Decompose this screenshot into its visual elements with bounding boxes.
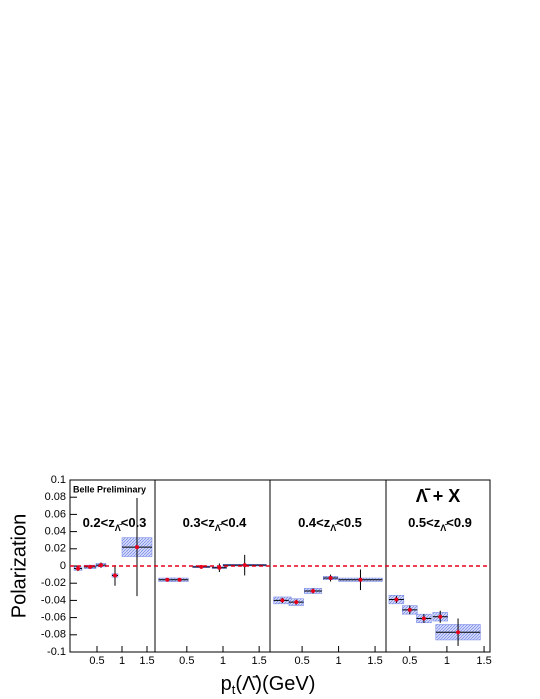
y-tick-label: -0.04 bbox=[41, 594, 66, 606]
x-tick-label: 0.5 bbox=[179, 655, 194, 667]
x-axis-title: pt(Λ̄)(GeV) bbox=[221, 673, 316, 697]
data-point bbox=[177, 577, 182, 582]
y-tick-label: 0.1 bbox=[51, 474, 66, 486]
data-point bbox=[328, 576, 333, 581]
panel-label-part: Λ̄ bbox=[115, 523, 123, 533]
x-tick-label: 0.5 bbox=[402, 655, 417, 667]
panel-label: 0.5<zΛ̄<0.9 bbox=[408, 515, 472, 533]
data-point bbox=[421, 616, 426, 621]
panel-label-part: Λ̄ bbox=[440, 523, 448, 533]
data-point bbox=[394, 597, 399, 602]
x-tick-label: 1.5 bbox=[139, 655, 154, 667]
data-point bbox=[311, 588, 316, 593]
x-tick-label: 0.5 bbox=[89, 655, 104, 667]
data-point bbox=[165, 577, 170, 582]
y-tick-label: 0.04 bbox=[45, 526, 66, 538]
y-axis-title: Polarization bbox=[8, 514, 30, 619]
panel-label-part: <0.5 bbox=[336, 515, 362, 530]
panel-label-part: <0.4 bbox=[221, 515, 247, 530]
x-tick-label: 1 bbox=[336, 655, 342, 667]
panel-label-part: 0.5<z bbox=[408, 515, 441, 530]
data-point bbox=[113, 573, 117, 578]
panel-label-part: <0.3 bbox=[121, 515, 147, 530]
reaction-label: Λ̄ + X bbox=[416, 486, 461, 506]
data-point bbox=[438, 614, 443, 619]
data-point bbox=[358, 577, 363, 582]
x-axis-title-part: p bbox=[221, 673, 232, 695]
preliminary-label: Belle Preliminary bbox=[73, 484, 146, 494]
data-point bbox=[76, 566, 80, 571]
y-tick-label: 0.02 bbox=[45, 543, 66, 555]
data-point bbox=[199, 564, 204, 569]
y-tick-label: -0.06 bbox=[41, 612, 66, 624]
panel-label-part: 0.3<z bbox=[183, 515, 216, 530]
panel-label-part: Λ̄ bbox=[330, 523, 338, 533]
x-axis-title-part: t bbox=[232, 682, 236, 697]
data-point bbox=[294, 600, 299, 605]
x-tick-label: 1.5 bbox=[367, 655, 382, 667]
y-tick-label: -0.02 bbox=[41, 577, 66, 589]
panel-label: 0.3<zΛ̄<0.4 bbox=[183, 515, 248, 533]
x-axis-title-part: (Λ̄)(GeV) bbox=[235, 673, 315, 695]
x-tick-label: 1 bbox=[119, 655, 125, 667]
y-tick-label: -0.08 bbox=[41, 629, 66, 641]
x-tick-label: 1 bbox=[220, 655, 226, 667]
x-tick-label: 1 bbox=[444, 655, 450, 667]
panel-label-part: 0.2<z bbox=[83, 515, 116, 530]
y-tick-label: -0.1 bbox=[47, 646, 66, 658]
panel-label: 0.4<zΛ̄<0.5 bbox=[298, 515, 362, 533]
x-tick-label: 1.5 bbox=[252, 655, 267, 667]
panel-label-part: <0.9 bbox=[446, 515, 472, 530]
y-tick-label: 0 bbox=[60, 560, 66, 572]
data-point bbox=[135, 545, 139, 550]
data-point bbox=[280, 598, 285, 603]
panel-label: 0.2<zΛ̄<0.3 bbox=[83, 515, 147, 533]
panel-label-part: 0.4<z bbox=[298, 515, 331, 530]
x-tick-label: 0.5 bbox=[294, 655, 309, 667]
y-tick-label: 0.08 bbox=[45, 491, 66, 503]
x-tick-label: 1.5 bbox=[476, 655, 491, 667]
y-tick-label: 0.06 bbox=[45, 508, 66, 520]
data-point bbox=[456, 630, 461, 635]
panel-label-part: Λ̄ bbox=[215, 523, 223, 533]
data-point bbox=[407, 607, 412, 612]
